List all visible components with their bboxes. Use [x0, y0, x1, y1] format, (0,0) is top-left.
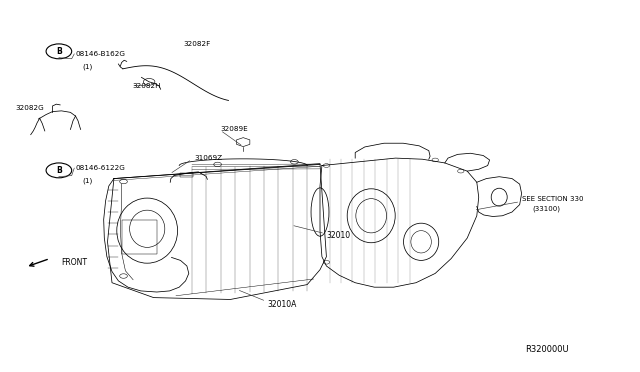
Text: 32089E: 32089E: [221, 126, 248, 132]
Text: 32082H: 32082H: [132, 83, 161, 89]
Text: 08146-B162G: 08146-B162G: [76, 51, 125, 57]
Text: B: B: [56, 47, 61, 56]
Text: 32010A: 32010A: [268, 300, 297, 309]
Text: SEE SECTION 330: SEE SECTION 330: [522, 196, 583, 202]
Text: 32082G: 32082G: [15, 105, 44, 111]
Text: FRONT: FRONT: [61, 258, 87, 267]
Text: R320000U: R320000U: [525, 345, 568, 354]
Text: 32010: 32010: [326, 231, 351, 240]
Text: 08146-6122G: 08146-6122G: [76, 165, 125, 171]
Text: (33100): (33100): [532, 205, 561, 212]
Text: B: B: [56, 166, 61, 175]
Text: 32082F: 32082F: [184, 41, 211, 47]
Text: (1): (1): [82, 64, 92, 70]
Text: 31069Z: 31069Z: [194, 155, 222, 161]
Text: (1): (1): [82, 178, 92, 185]
